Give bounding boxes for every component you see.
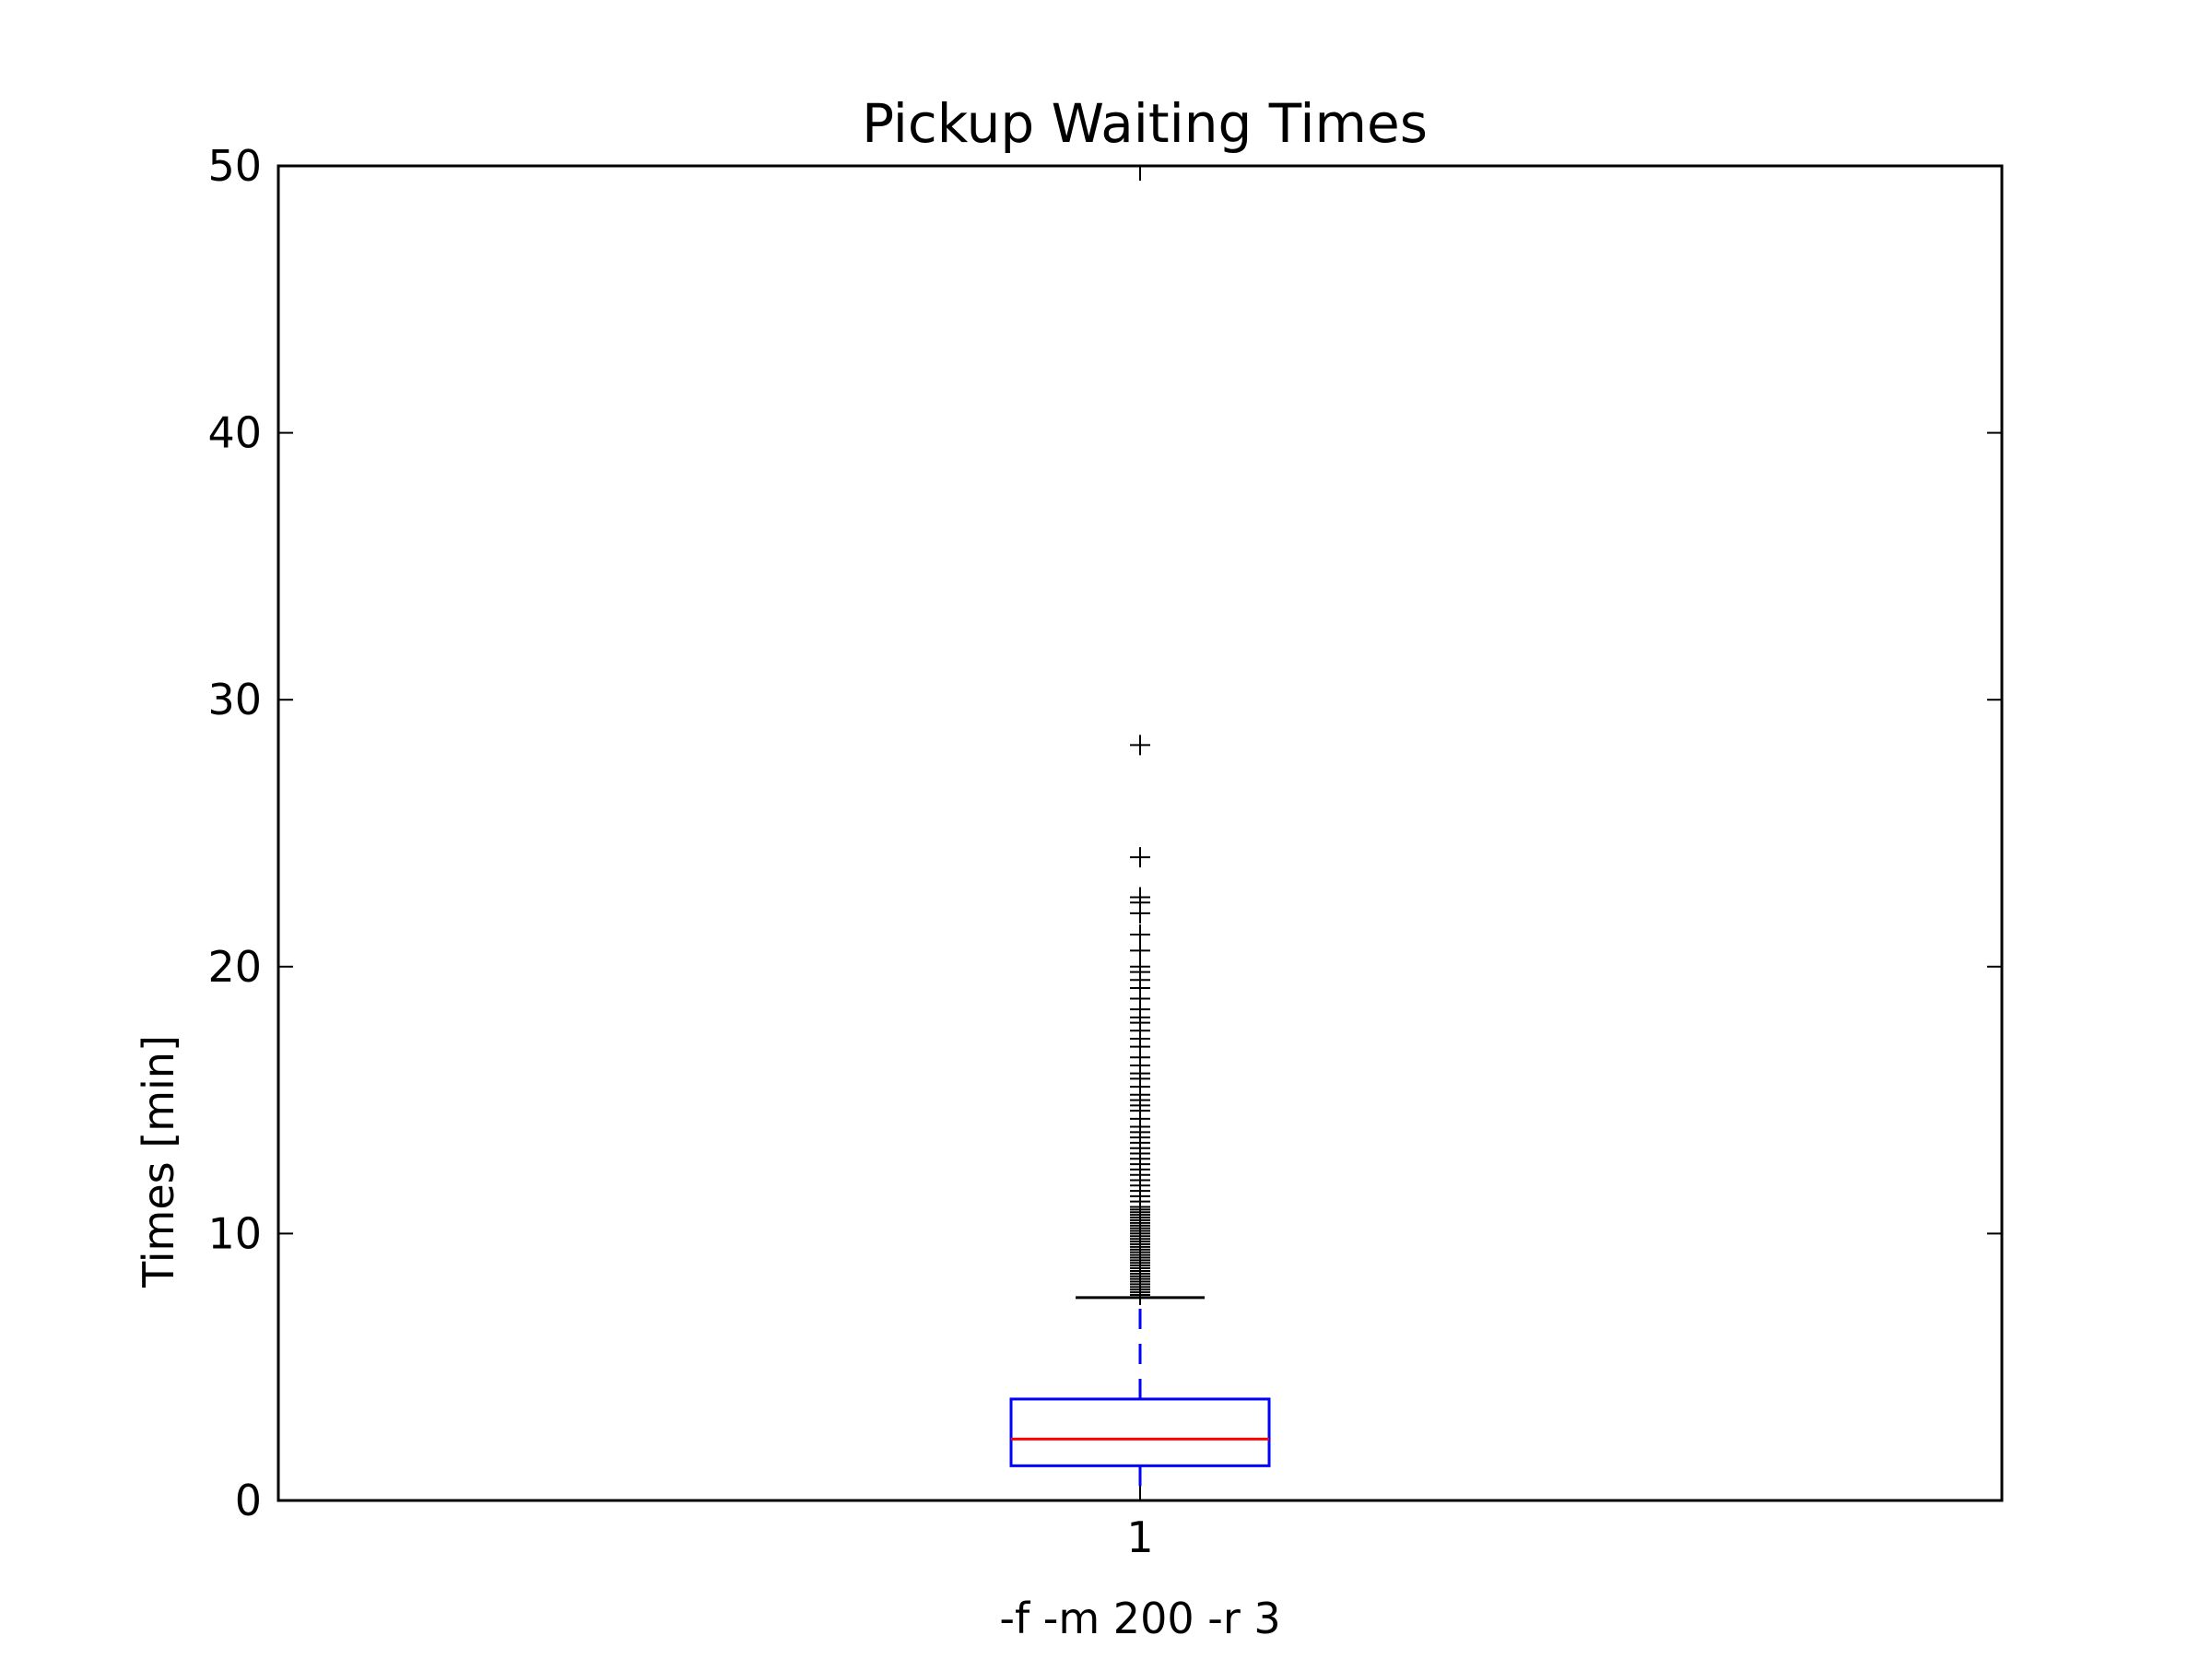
y-tick-label: 10 [207,1208,262,1258]
y-tick-label: 50 [207,141,262,191]
y-axis-ticks: 0 10 20 30 40 50 [207,141,2002,1525]
y-tick-label: 40 [207,408,262,458]
outlier-marker [1130,887,1150,908]
plot-area-frame [276,164,2004,1502]
chart-title: Pickup Waiting Times [862,92,1428,155]
outlier-marker [1130,735,1150,756]
y-tick-label: 20 [207,942,262,992]
y-tick-label: 0 [235,1476,262,1525]
outlier-marker [1130,924,1150,946]
x-axis-label: -f -m 200 -r 3 [999,1594,1280,1643]
iqr-box [1009,1397,1271,1467]
box-series [1009,735,1271,1502]
y-tick-label: 30 [207,675,262,724]
x-axis-ticks: 1 [1126,166,1154,1562]
outlier-marker [1130,847,1150,868]
y-axis-label: Times [min] [134,1035,183,1288]
x-tick-label: 1 [1126,1512,1153,1562]
